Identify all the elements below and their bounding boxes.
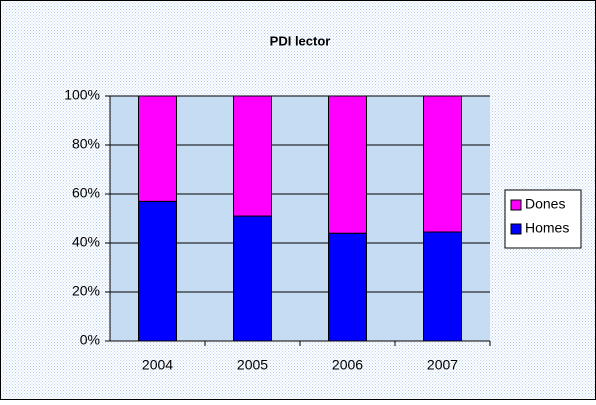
bar-segment [138, 95, 177, 202]
bar-segment [423, 95, 462, 233]
y-tick-label: 0% [80, 332, 100, 348]
chart-title: PDI lector [270, 33, 331, 48]
legend-label: Dones [525, 196, 565, 212]
y-tick-label: 80% [72, 136, 100, 152]
bar-segment [233, 215, 272, 342]
bar-segment [138, 200, 177, 342]
y-tick-label: 100% [64, 87, 100, 103]
legend-label: Homes [525, 220, 569, 236]
x-tick-label: 2005 [237, 357, 268, 373]
bar-segment [328, 95, 367, 234]
bar-segment [233, 95, 272, 217]
legend-swatch [510, 199, 522, 211]
bar-segment [423, 231, 462, 342]
x-tick-label: 2007 [427, 357, 458, 373]
y-tick-label: 40% [72, 234, 100, 250]
legend-swatch [510, 223, 522, 235]
y-tick-label: 60% [72, 185, 100, 201]
y-tick-label: 20% [72, 283, 100, 299]
x-tick-label: 2006 [332, 357, 363, 373]
bar-segment [328, 232, 367, 342]
x-tick-label: 2004 [142, 357, 173, 373]
